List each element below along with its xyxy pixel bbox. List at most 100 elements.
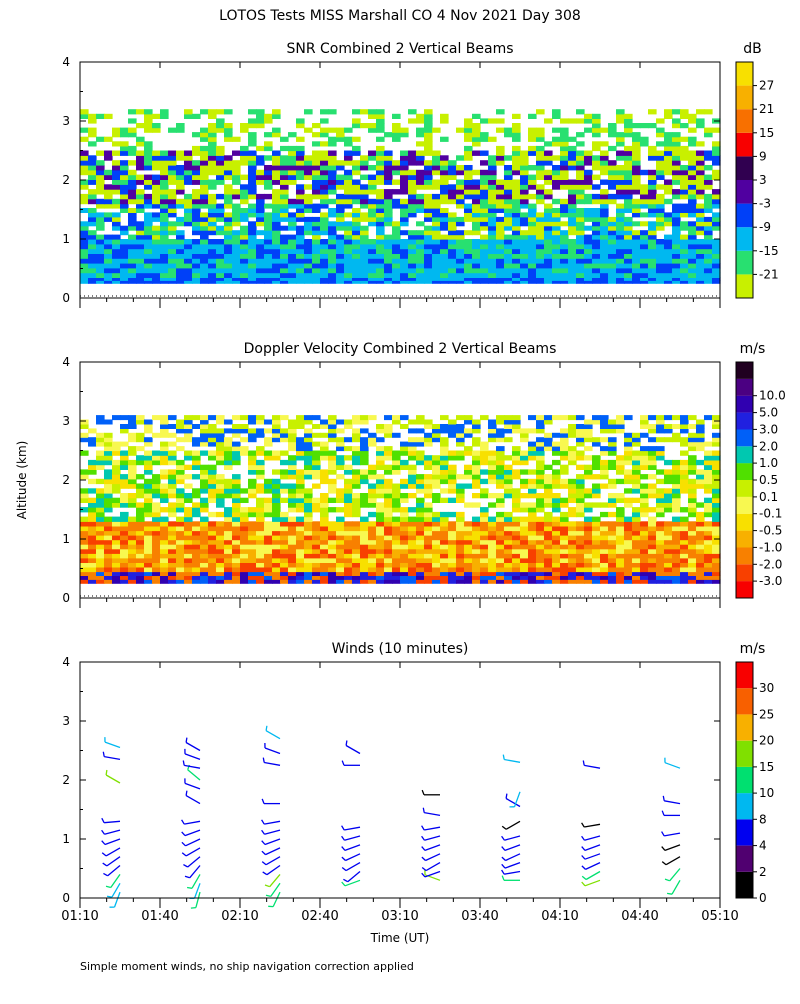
- heatmap-cell: [224, 521, 233, 526]
- heatmap-cell: [568, 558, 577, 563]
- heatmap-cell: [432, 530, 441, 535]
- heatmap-cell: [240, 558, 249, 563]
- heatmap-cell: [456, 204, 465, 209]
- heatmap-cell: [432, 544, 441, 549]
- heatmap-cell: [400, 199, 409, 204]
- heatmap-cell: [584, 567, 593, 572]
- heatmap-cell: [648, 199, 657, 204]
- heatmap-cell: [552, 442, 561, 447]
- heatmap-cell: [712, 575, 721, 580]
- heatmap-cell: [552, 558, 561, 563]
- heatmap-cell: [672, 208, 681, 213]
- heatmap-cell: [248, 268, 257, 273]
- heatmap-cell: [472, 128, 481, 133]
- heatmap-cell: [712, 151, 721, 156]
- heatmap-cell: [80, 493, 89, 498]
- heatmap-cell: [464, 451, 473, 456]
- heatmap-cell: [616, 118, 625, 123]
- heatmap-cell: [608, 484, 617, 489]
- heatmap-cell: [560, 579, 569, 584]
- heatmap-cell: [688, 263, 697, 268]
- heatmap-cell: [240, 562, 249, 567]
- heatmap-cell: [360, 474, 369, 479]
- heatmap-cell: [352, 235, 361, 240]
- heatmap-cell: [232, 479, 241, 484]
- heatmap-cell: [632, 433, 641, 438]
- heatmap-cell: [696, 420, 705, 425]
- heatmap-cell: [448, 184, 457, 189]
- heatmap-cell: [96, 258, 105, 263]
- heatmap-cell: [312, 530, 321, 535]
- heatmap-cell: [144, 230, 153, 235]
- heatmap-cell: [552, 184, 561, 189]
- heatmap-cell: [280, 474, 289, 479]
- heatmap-cell: [264, 194, 273, 199]
- heatmap-cell: [464, 465, 473, 470]
- heatmap-cell: [496, 572, 505, 577]
- heatmap-cell: [176, 446, 185, 451]
- heatmap-cell: [560, 498, 569, 503]
- heatmap-cell: [360, 517, 369, 522]
- heatmap-cell: [224, 249, 233, 254]
- heatmap-cell: [584, 433, 593, 438]
- heatmap-cell: [688, 437, 697, 442]
- wind-barb-flag: [262, 862, 266, 865]
- wind-barb: [346, 854, 361, 861]
- heatmap-cell: [576, 189, 585, 194]
- heatmap-cell: [304, 128, 313, 133]
- heatmap-cell: [232, 194, 241, 199]
- heatmap-cell: [120, 132, 129, 137]
- heatmap-cell: [416, 175, 425, 180]
- heatmap-cell: [200, 549, 209, 554]
- heatmap-cell: [88, 572, 97, 577]
- heatmap-cell: [288, 263, 297, 268]
- heatmap-cell: [136, 517, 145, 522]
- heatmap-cell: [128, 535, 137, 540]
- heatmap-cell: [384, 549, 393, 554]
- colorbar-swatch: [736, 204, 753, 228]
- heatmap-cell: [328, 221, 337, 226]
- heatmap-cell: [136, 199, 145, 204]
- heatmap-cell: [144, 258, 153, 263]
- heatmap-cell: [608, 217, 617, 222]
- heatmap-cell: [528, 221, 537, 226]
- heatmap-cell: [656, 498, 665, 503]
- heatmap-cell: [560, 244, 569, 249]
- heatmap-cell: [280, 460, 289, 465]
- heatmap-cell: [96, 549, 105, 554]
- heatmap-cell: [608, 194, 617, 199]
- heatmap-cell: [488, 460, 497, 465]
- heatmap-cell: [416, 521, 425, 526]
- heatmap-cell: [536, 194, 545, 199]
- heatmap-cell: [224, 420, 233, 425]
- heatmap-cell: [144, 512, 153, 517]
- heatmap-cell: [688, 415, 697, 420]
- heatmap-cell: [544, 180, 553, 185]
- wind-barb-flag: [185, 876, 190, 878]
- heatmap-cell: [312, 442, 321, 447]
- colorbar-swatch: [736, 514, 753, 531]
- heatmap-cell: [376, 146, 385, 151]
- heatmap-cell: [256, 160, 265, 165]
- heatmap-cell: [272, 530, 281, 535]
- heatmap-cell: [712, 465, 721, 470]
- heatmap-cell: [424, 526, 433, 531]
- heatmap-cell: [328, 226, 337, 231]
- heatmap-cell: [616, 109, 625, 114]
- heatmap-cell: [592, 526, 601, 531]
- heatmap-cell: [400, 549, 409, 554]
- heatmap-cell: [296, 123, 305, 128]
- heatmap-cell: [208, 553, 217, 558]
- heatmap-cell: [296, 170, 305, 175]
- heatmap-cell: [384, 572, 393, 577]
- heatmap-cell: [440, 549, 449, 554]
- heatmap-cell: [528, 507, 537, 512]
- heatmap-cell: [272, 273, 281, 278]
- heatmap-cell: [416, 540, 425, 545]
- heatmap-cell: [232, 512, 241, 517]
- heatmap-cell: [272, 244, 281, 249]
- heatmap-cell: [352, 208, 361, 213]
- heatmap-cell: [352, 493, 361, 498]
- heatmap-cell: [680, 575, 689, 580]
- heatmap-cell: [600, 460, 609, 465]
